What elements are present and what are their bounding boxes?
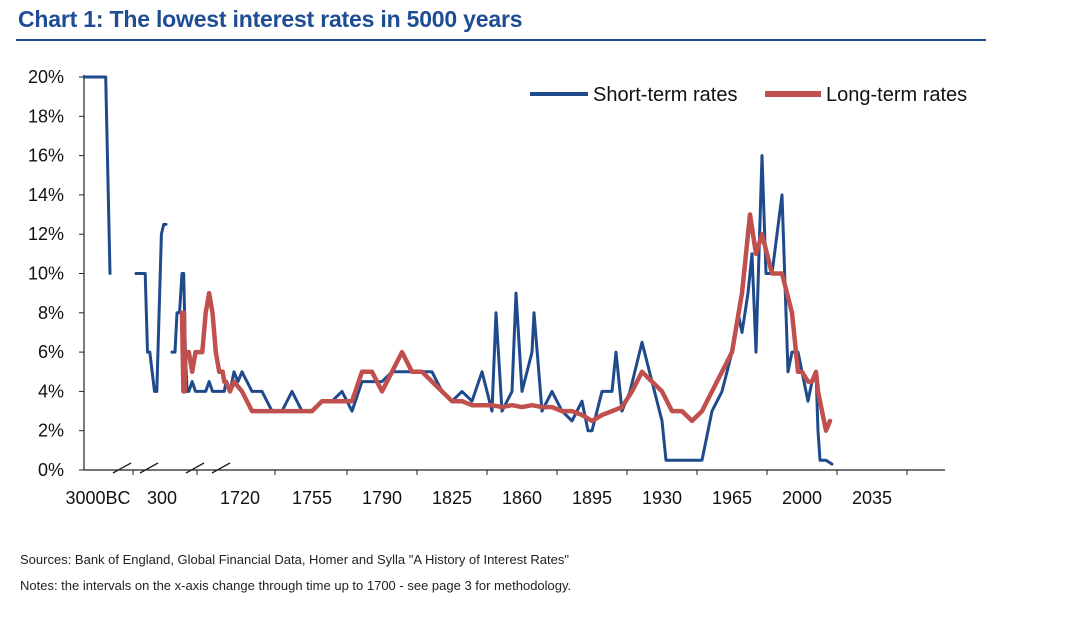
x-tick-label: 2035 <box>852 488 892 508</box>
x-tick-label: 1965 <box>712 488 752 508</box>
y-tick-label: 6% <box>38 342 64 362</box>
axis-break-mark <box>112 462 132 474</box>
axis-break-mark <box>211 462 231 474</box>
footer-sources: Sources: Bank of England, Global Financi… <box>20 552 569 567</box>
y-tick-label: 8% <box>38 303 64 323</box>
x-tick-label: 1930 <box>642 488 682 508</box>
x-tick-label: 1790 <box>362 488 402 508</box>
footer-notes: Notes: the intervals on the x-axis chang… <box>20 578 572 593</box>
long-term-series-line <box>179 212 833 433</box>
axes-group: 0% 2% 4% 6% 8% 10% 12% 14% 16% 18% 20% 3000BC 300 172… <box>28 67 945 508</box>
axis-break-mark <box>139 462 159 474</box>
y-tick-label: 12% <box>28 224 64 244</box>
x-tick-label: 1720 <box>220 488 260 508</box>
short-term-series-line <box>134 222 168 393</box>
chart-title: Chart 1: The lowest interest rates in 50… <box>18 6 523 32</box>
y-tick-label: 20% <box>28 67 64 87</box>
y-tick-label: 10% <box>28 264 64 284</box>
y-tick-label: 0% <box>38 460 64 480</box>
short-term-series-line <box>82 75 112 275</box>
x-tick-label: 300 <box>147 488 177 508</box>
x-tick-label: 3000BC <box>65 488 130 508</box>
legend: Short-term rates Long-term rates <box>530 84 967 106</box>
legend-label-long: Long-term rates <box>826 84 967 106</box>
axis-break-mark <box>185 462 205 474</box>
legend-label-short: Short-term rates <box>593 84 737 106</box>
x-tick-label: 2000 <box>782 488 822 508</box>
title-rule <box>16 39 986 41</box>
y-tick-label: 16% <box>28 146 64 166</box>
x-tick-label: 1825 <box>432 488 472 508</box>
x-tick-label: 1860 <box>502 488 542 508</box>
y-tick-label: 4% <box>38 381 64 401</box>
x-tick-label: 1755 <box>292 488 332 508</box>
series-group <box>82 75 834 466</box>
y-tick-label: 18% <box>28 106 64 126</box>
x-tick-label: 1895 <box>572 488 612 508</box>
short-term-series-line <box>170 272 228 393</box>
y-tick-label: 2% <box>38 421 64 441</box>
y-tick-label: 14% <box>28 185 64 205</box>
